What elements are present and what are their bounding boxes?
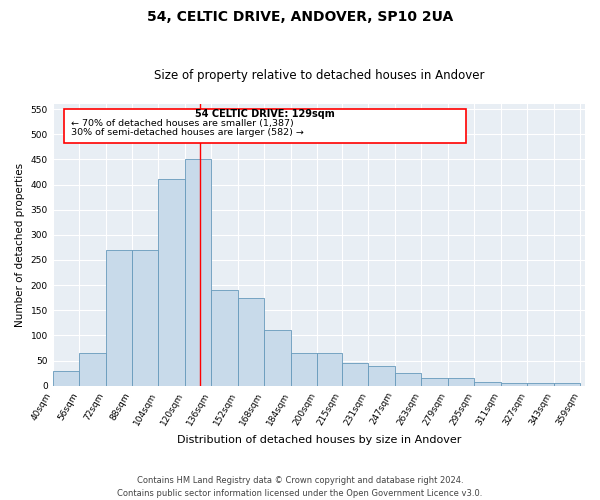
Text: 54 CELTIC DRIVE: 129sqm: 54 CELTIC DRIVE: 129sqm: [195, 109, 335, 119]
Text: 54, CELTIC DRIVE, ANDOVER, SP10 2UA: 54, CELTIC DRIVE, ANDOVER, SP10 2UA: [147, 10, 453, 24]
Bar: [421, 378, 448, 386]
Bar: [238, 298, 264, 386]
Text: 30% of semi-detached houses are larger (582) →: 30% of semi-detached houses are larger (…: [71, 128, 304, 137]
Bar: [79, 353, 106, 386]
Bar: [448, 378, 474, 386]
Bar: [185, 160, 211, 386]
Bar: [317, 353, 342, 386]
Text: Contains HM Land Registry data © Crown copyright and database right 2024.
Contai: Contains HM Land Registry data © Crown c…: [118, 476, 482, 498]
Bar: [264, 330, 291, 386]
Y-axis label: Number of detached properties: Number of detached properties: [15, 163, 25, 327]
Title: Size of property relative to detached houses in Andover: Size of property relative to detached ho…: [154, 69, 484, 82]
Bar: [53, 370, 79, 386]
X-axis label: Distribution of detached houses by size in Andover: Distribution of detached houses by size …: [176, 435, 461, 445]
Bar: [474, 382, 500, 386]
Bar: [554, 384, 580, 386]
Bar: [500, 384, 527, 386]
Bar: [211, 290, 238, 386]
Bar: [395, 373, 421, 386]
Bar: [342, 363, 368, 386]
Bar: [158, 180, 185, 386]
Bar: [132, 250, 158, 386]
Text: ← 70% of detached houses are smaller (1,387): ← 70% of detached houses are smaller (1,…: [71, 119, 293, 128]
Bar: [291, 353, 317, 386]
FancyBboxPatch shape: [64, 108, 466, 142]
Bar: [527, 384, 554, 386]
Bar: [368, 366, 395, 386]
Bar: [106, 250, 132, 386]
